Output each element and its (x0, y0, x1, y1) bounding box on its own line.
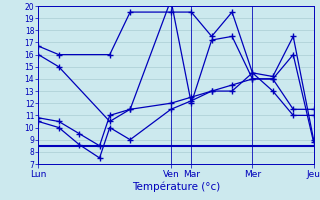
X-axis label: Température (°c): Température (°c) (132, 181, 220, 192)
